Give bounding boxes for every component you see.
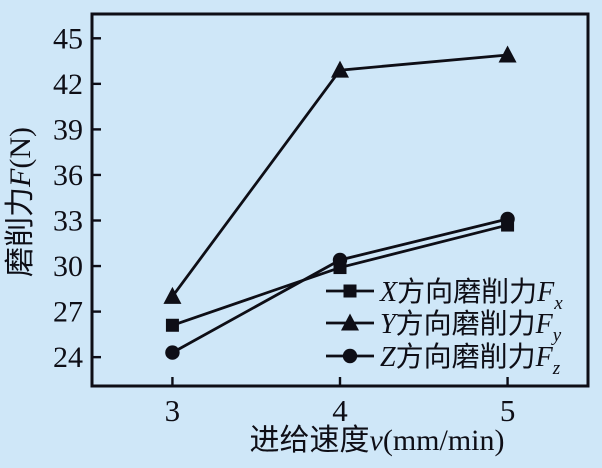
y-tick-label: 33: [53, 204, 83, 237]
series-Fz-marker: [500, 211, 515, 227]
series-Fy-marker: [163, 286, 182, 304]
y-tick-label: 42: [53, 68, 83, 101]
series-Fz-marker: [165, 345, 180, 360]
y-axis-title: 磨削力F(N): [4, 127, 37, 277]
legend-entry-Fz: Z方向磨削力Fz: [326, 341, 561, 379]
y-tick-label: 39: [53, 113, 83, 146]
x-tick-label: 5: [500, 393, 516, 428]
x-tick-label: 3: [165, 393, 181, 428]
series-Fx-marker: [165, 318, 179, 332]
y-tick-label: 45: [53, 22, 83, 55]
series-Fy-marker: [331, 60, 349, 78]
y-tick-label: 36: [53, 159, 83, 192]
x-axis-title: 进给速度v(mm/min): [250, 424, 505, 457]
legend-label-Fy: Y方向磨削力Fy: [380, 308, 562, 346]
legend-triangle-icon: [341, 313, 359, 331]
y-tick-label: 24: [53, 341, 83, 374]
series-Fz: [165, 211, 515, 360]
legend-entry-Fy: Y方向磨削力Fy: [326, 308, 562, 346]
legend-square-icon: [343, 284, 357, 298]
legend-entry-Fx: X方向磨削力Fx: [326, 276, 563, 314]
legend-circle-icon: [342, 348, 358, 364]
x-tick-label: 4: [332, 393, 348, 428]
series-Fz-marker: [332, 252, 348, 268]
legend-label-Fx: X方向磨削力Fx: [379, 276, 563, 314]
series-Fy-marker: [498, 45, 517, 63]
y-tick-label: 30: [53, 250, 83, 283]
y-tick-label: 27: [53, 296, 83, 329]
series-Fy: [163, 45, 517, 304]
legend-label-Fz: Z方向磨削力Fz: [380, 341, 561, 379]
